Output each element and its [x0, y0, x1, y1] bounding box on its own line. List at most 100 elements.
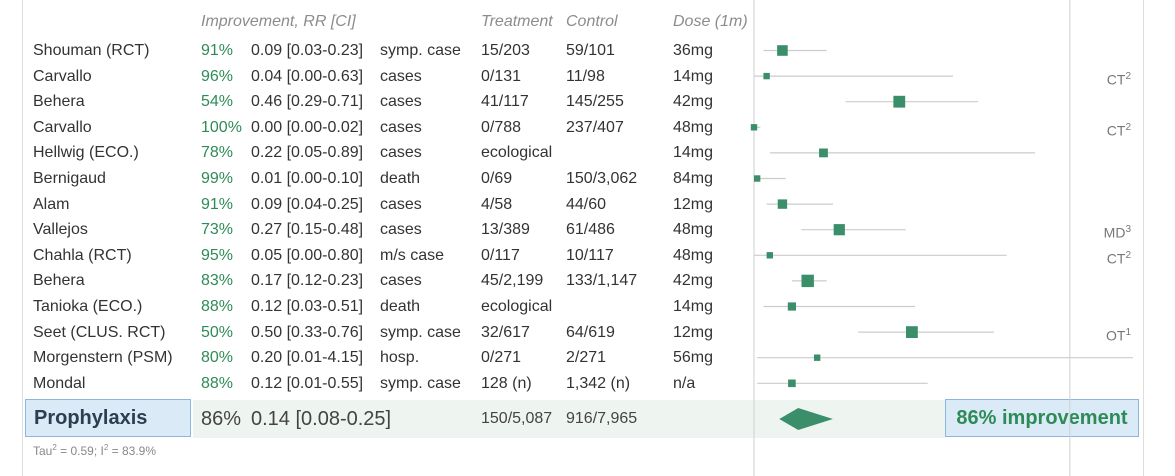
header-dose: Dose (1m): [673, 13, 748, 30]
study-rr: 0.09 [0.04-0.25]: [251, 195, 364, 213]
study-dose: 12mg: [673, 323, 714, 341]
study-name: Behera: [33, 93, 85, 111]
i-value: = 83.9%: [108, 444, 157, 458]
study-treatment: 0/271: [481, 349, 522, 367]
table-row: Bernigaud 99% 0.01 [0.00-0.10] death 0/69 150…: [0, 166, 1175, 191]
study-rr: 0.09 [0.03-0.23]: [251, 42, 364, 59]
study-control: 59/101: [566, 42, 615, 59]
note-sup: 2: [1125, 249, 1131, 261]
study-name: Behera: [33, 272, 85, 290]
study-outcome: death: [380, 170, 421, 187]
study-improvement: 96%: [201, 67, 234, 85]
study-improvement: 91%: [201, 42, 234, 59]
study-outcome: cases: [380, 195, 422, 213]
study-dose: 14mg: [673, 67, 714, 85]
study-dose: 14mg: [673, 298, 714, 315]
study-treatment: 0/131: [481, 67, 522, 85]
study-note: CT2: [1107, 243, 1131, 272]
study-control: 64/619: [566, 323, 615, 341]
study-treatment: 41/117: [481, 93, 529, 111]
study-rr: 0.04 [0.00-0.63]: [251, 67, 364, 85]
note-text: OT: [1105, 327, 1126, 344]
study-name: Morgenstern (PSM): [33, 349, 173, 367]
point-marker: [777, 199, 788, 209]
point-marker: [750, 124, 758, 131]
study-control: 44/60: [566, 195, 607, 213]
study-name: Bernigaud: [33, 170, 106, 187]
study-dose: 48mg: [673, 221, 714, 239]
table-row: Mondal 88% 0.12 [0.01-0.55] symp. case 128 (…: [0, 371, 1175, 396]
study-treatment: 128 (n): [481, 374, 532, 392]
i-sup: 2: [103, 443, 109, 452]
study-note: CT2: [1107, 115, 1131, 144]
study-improvement: 95%: [201, 246, 234, 264]
study-outcome: cases: [380, 221, 422, 239]
study-improvement: 80%: [201, 349, 234, 367]
study-dose: 42mg: [673, 272, 714, 290]
study-improvement: 99%: [201, 170, 234, 187]
note-sup: 3: [1125, 224, 1131, 236]
study-control: 1,342 (n): [566, 374, 631, 392]
study-outcome: cases: [380, 67, 422, 85]
study-name: Shouman (RCT): [33, 42, 150, 59]
study-name: Tanioka (ECO.): [33, 298, 143, 315]
header-improvement: Improvement, RR [CI]: [201, 13, 356, 30]
point-marker: [787, 302, 796, 311]
study-treatment: ecological: [481, 298, 553, 315]
study-rr: 0.12 [0.01-0.55]: [251, 374, 364, 392]
table-frame: [22, 0, 1144, 476]
tau-sup: 2: [52, 443, 57, 452]
study-outcome: symp. case: [380, 374, 461, 392]
point-marker: [763, 72, 770, 80]
study-treatment: 0/69: [481, 170, 513, 187]
study-control: 133/1,147: [566, 272, 638, 290]
heterogeneity-stats: Tau2 = 0.59; I2 = 83.9%: [33, 443, 156, 458]
study-treatment: 32/617: [481, 323, 530, 341]
summary-rr: 0.14 [0.08-0.25]: [251, 408, 392, 430]
study-control: 61/486: [566, 221, 615, 239]
study-outcome: symp. case: [380, 323, 461, 341]
table-row: Behera 83% 0.17 [0.12-0.23] cases 45/2,199 13…: [0, 268, 1175, 293]
tau-label: Tau: [33, 444, 53, 458]
study-treatment: 15/203: [481, 42, 530, 59]
note-text: CT: [1106, 122, 1126, 139]
point-marker: [753, 175, 761, 182]
note-text: CT: [1106, 71, 1126, 88]
study-treatment: 0/117: [481, 246, 520, 264]
study-outcome: cases: [380, 93, 422, 111]
study-control: 11/98: [566, 67, 605, 85]
study-outcome: death: [380, 298, 421, 315]
study-name: Vallejos: [33, 221, 88, 239]
study-name: Chahla (RCT): [33, 246, 132, 264]
tau-value: = 0.59; I: [56, 444, 104, 458]
study-rr: 0.50 [0.33-0.76]: [251, 323, 364, 341]
table-row: Behera 54% 0.46 [0.29-0.71] cases 41/117 145/…: [0, 89, 1175, 114]
table-row: Chahla (RCT) 95% 0.05 [0.00-0.80] m/s case 0…: [0, 243, 1175, 268]
point-marker: [777, 45, 788, 56]
point-marker: [801, 274, 814, 288]
note-text: MD: [1103, 224, 1126, 241]
study-treatment: 4/58: [481, 195, 513, 213]
study-dose: 14mg: [673, 144, 714, 162]
point-marker: [819, 148, 828, 158]
study-dose: 48mg: [673, 246, 714, 264]
study-name: Hellwig (ECO.): [33, 144, 139, 162]
summary-diamond: [779, 408, 833, 430]
point-marker: [833, 224, 845, 236]
study-name: Carvallo: [33, 67, 92, 85]
study-dose: 36mg: [673, 42, 714, 59]
study-improvement: 54%: [201, 93, 234, 111]
study-name: Alam: [33, 195, 70, 213]
study-improvement: 83%: [201, 272, 234, 290]
note-sup: 1: [1125, 326, 1131, 338]
study-outcome: m/s case: [380, 246, 445, 264]
study-improvement: 100%: [201, 118, 242, 136]
summary-control: 916/7,965: [566, 410, 638, 427]
table-row: Carvallo 100% 0.00 [0.00-0.02] cases 0/788 23…: [0, 115, 1175, 140]
study-rr: 0.17 [0.12-0.23]: [251, 272, 364, 290]
note-sup: 2: [1125, 121, 1131, 133]
study-dose: 42mg: [673, 93, 714, 111]
study-rr: 0.20 [0.01-4.15]: [251, 349, 364, 367]
study-control: 145/255: [566, 93, 624, 111]
